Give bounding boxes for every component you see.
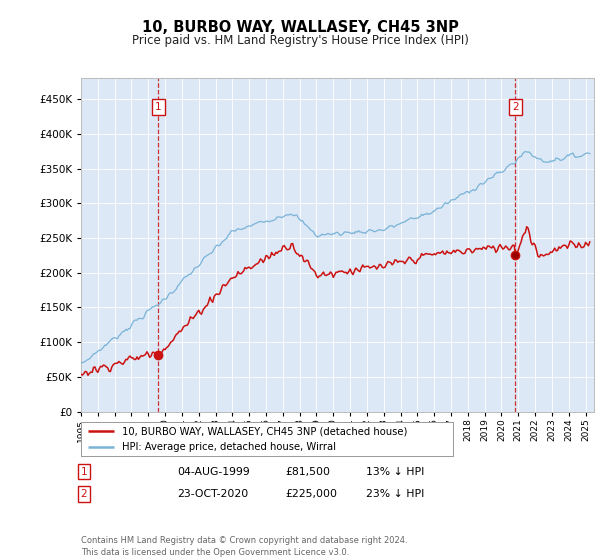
Text: 23-OCT-2020: 23-OCT-2020: [177, 489, 248, 499]
Text: HPI: Average price, detached house, Wirral: HPI: Average price, detached house, Wirr…: [122, 442, 336, 452]
Text: Price paid vs. HM Land Registry's House Price Index (HPI): Price paid vs. HM Land Registry's House …: [131, 34, 469, 46]
Text: 13% ↓ HPI: 13% ↓ HPI: [366, 466, 424, 477]
Text: Contains HM Land Registry data © Crown copyright and database right 2024.
This d: Contains HM Land Registry data © Crown c…: [81, 536, 407, 557]
Text: 2: 2: [80, 489, 88, 499]
Text: 10, BURBO WAY, WALLASEY, CH45 3NP: 10, BURBO WAY, WALLASEY, CH45 3NP: [142, 20, 458, 35]
Text: £225,000: £225,000: [285, 489, 337, 499]
Text: £81,500: £81,500: [285, 466, 330, 477]
Text: 10, BURBO WAY, WALLASEY, CH45 3NP (detached house): 10, BURBO WAY, WALLASEY, CH45 3NP (detac…: [122, 426, 407, 436]
Text: 23% ↓ HPI: 23% ↓ HPI: [366, 489, 424, 499]
Text: 1: 1: [80, 466, 88, 477]
Text: 2: 2: [512, 102, 518, 112]
Text: 1: 1: [155, 102, 161, 112]
Text: 04-AUG-1999: 04-AUG-1999: [177, 466, 250, 477]
